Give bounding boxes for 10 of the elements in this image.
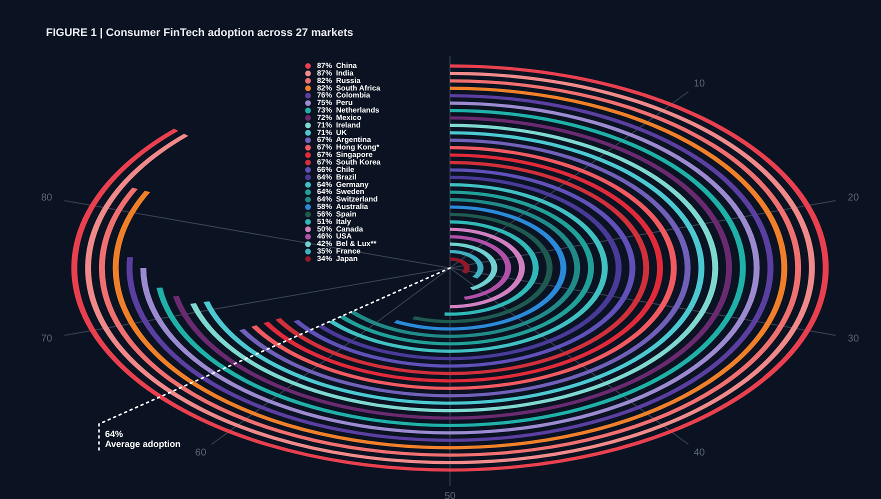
text: 10 (694, 78, 706, 90)
text: 64% Average adoption (105, 429, 181, 449)
text: 80 (41, 192, 53, 204)
text: 20 (848, 192, 860, 204)
text: 70 (41, 333, 53, 344)
text: 50 (444, 491, 456, 499)
text: 60 (195, 447, 207, 458)
text: FIGURE 1 | Consumer FinTech adoption across 27 markets (46, 27, 354, 39)
text: 40 (694, 447, 706, 458)
text: 30 (848, 333, 860, 344)
